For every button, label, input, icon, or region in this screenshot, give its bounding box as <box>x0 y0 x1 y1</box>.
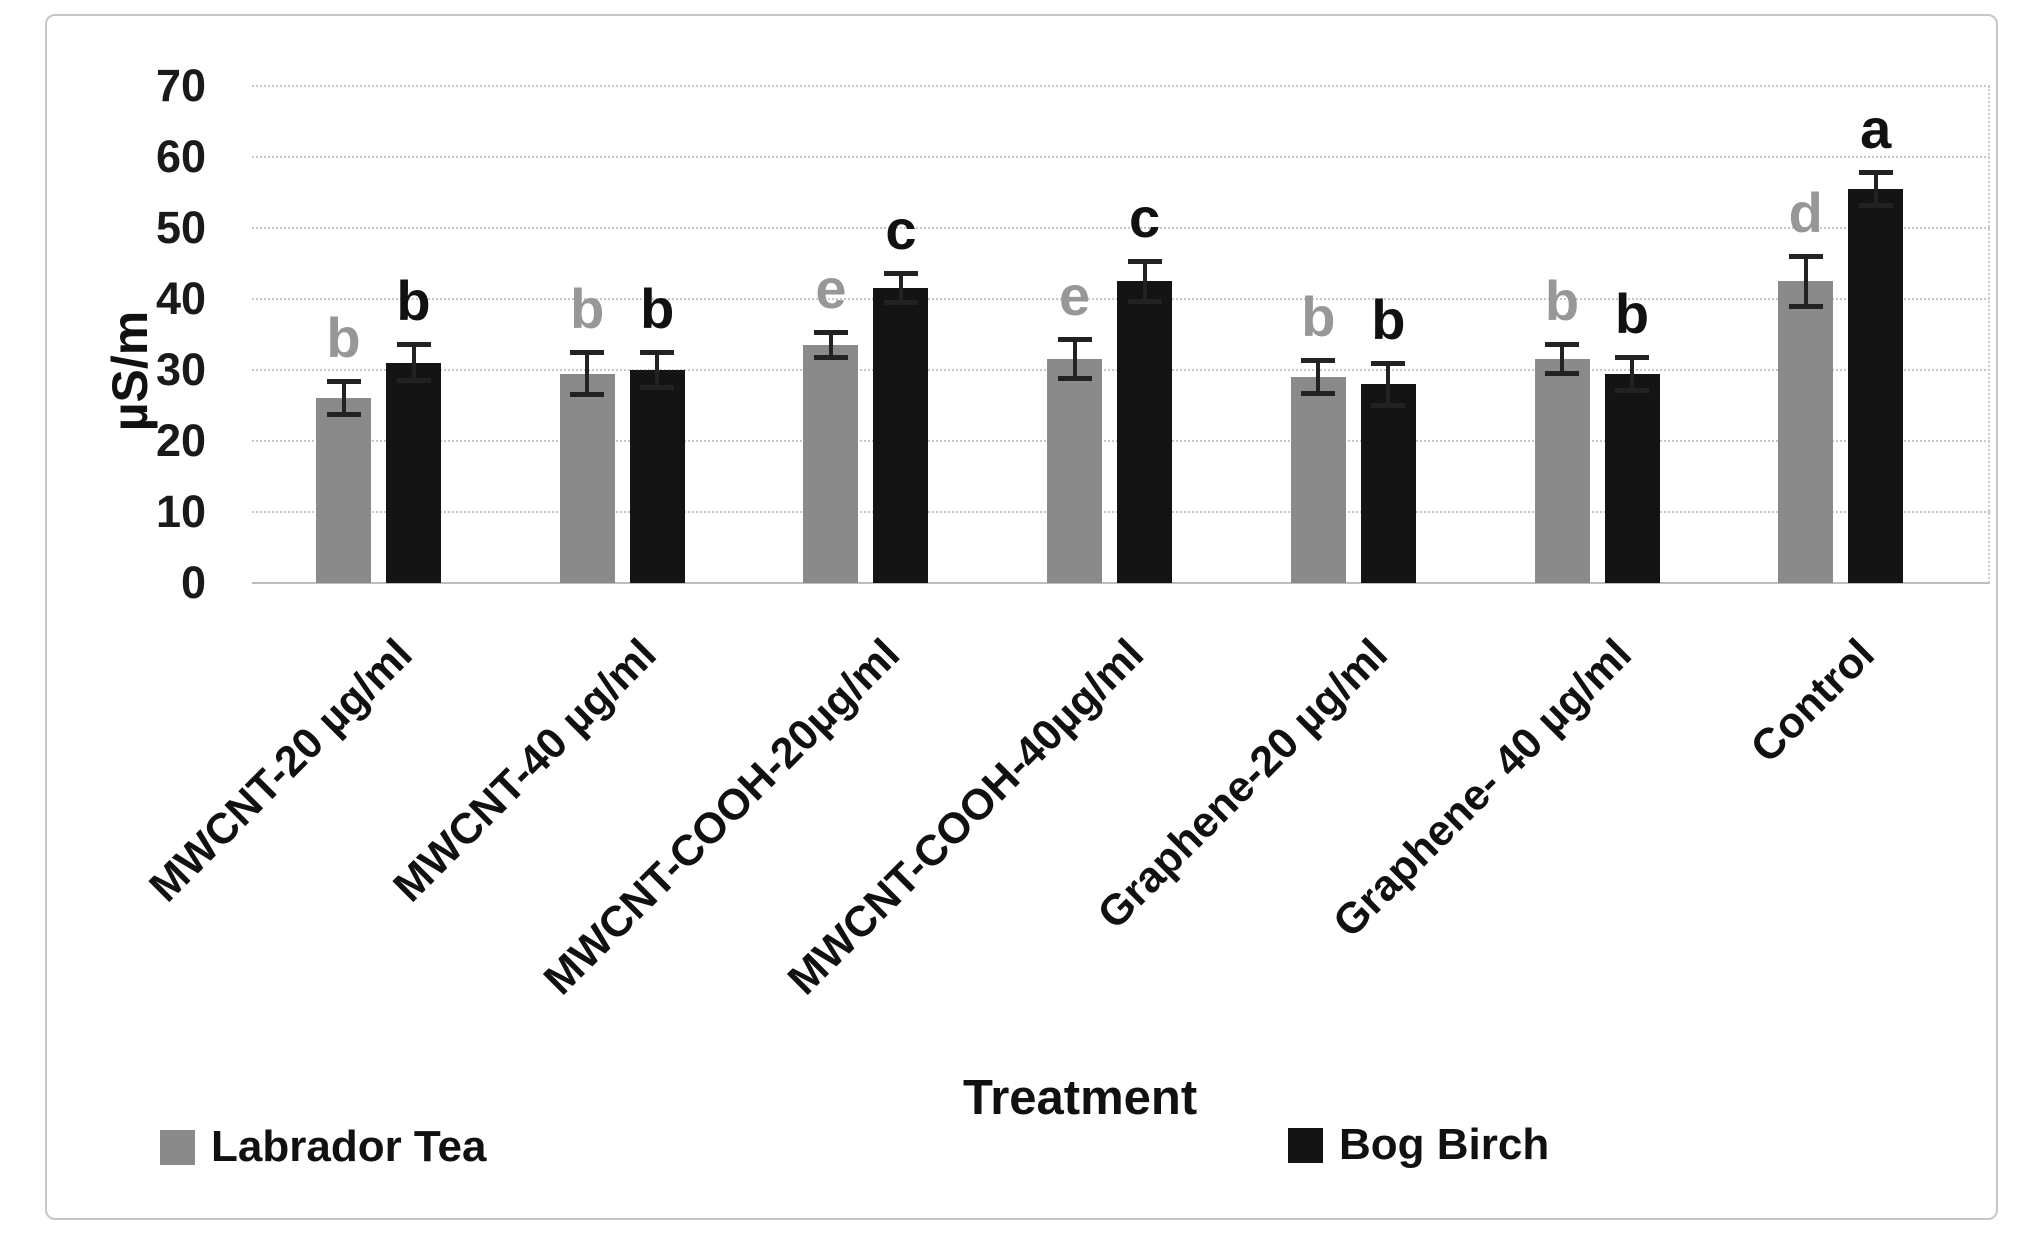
y-tick-label: 20 <box>155 415 206 466</box>
error-bar-cap-bottom <box>1615 387 1649 393</box>
bar-labrador-tea <box>316 398 371 583</box>
error-bar-whisker <box>341 381 346 416</box>
bar-bog-birch <box>873 288 929 583</box>
error-bar-whisker <box>655 351 660 389</box>
bar-labrador-tea <box>1047 359 1103 583</box>
error-bar-cap-bottom <box>1545 371 1579 377</box>
error-bar-cap-bottom <box>1301 391 1336 397</box>
error-bar-whisker <box>1803 255 1808 307</box>
plot-right-border <box>1988 86 1990 583</box>
sig-letter: b <box>570 277 605 341</box>
error-bar-cap-top <box>396 342 431 348</box>
error-bar-whisker <box>1560 344 1564 375</box>
error-bar-cap-bottom <box>326 412 361 418</box>
bar-bog-birch <box>1848 188 1904 583</box>
y-tick-label: 10 <box>155 486 206 537</box>
error-bar-whisker <box>1386 362 1391 406</box>
bar-bog-birch <box>629 370 685 583</box>
error-bar-cap-bottom <box>1371 402 1406 408</box>
error-bar-cap-bottom <box>813 354 848 360</box>
bar-labrador-tea <box>1534 359 1590 583</box>
sig-letter: e <box>1059 264 1091 328</box>
sig-letter: b <box>326 306 361 370</box>
error-bar-whisker <box>411 344 416 382</box>
error-bar-whisker <box>828 332 833 358</box>
error-bar-cap-top <box>326 379 361 385</box>
y-tick-label: 40 <box>155 273 206 324</box>
error-bar-cap-top <box>1545 342 1579 348</box>
error-bar-cap-bottom <box>1858 202 1893 208</box>
legend-label-bog-birch: Bog Birch <box>1339 1120 1550 1169</box>
error-bar-whisker <box>1873 171 1878 206</box>
error-bar-cap-top <box>1057 337 1092 343</box>
sig-letter: d <box>1788 180 1823 244</box>
error-bar-whisker <box>1072 339 1077 380</box>
error-bar-cap-bottom <box>570 391 605 397</box>
y-tick-label: 70 <box>155 60 206 111</box>
y-tick-label: 60 <box>155 131 206 182</box>
bar-labrador-tea <box>559 373 615 583</box>
legend-swatch-bog-birch <box>1288 1127 1323 1163</box>
error-bar-cap-bottom <box>1788 303 1823 309</box>
error-bar-cap-bottom <box>1057 376 1092 382</box>
sig-letter: b <box>1544 269 1580 333</box>
error-bar-whisker <box>1142 260 1147 302</box>
error-bar-cap-top <box>1371 360 1406 366</box>
error-bar-cap-top <box>1858 169 1893 175</box>
error-bar-whisker <box>898 273 903 304</box>
bar-labrador-tea <box>803 345 859 583</box>
bar-labrador-tea <box>1778 281 1834 583</box>
error-bar-whisker <box>1630 356 1634 391</box>
error-bar-cap-bottom <box>1127 298 1162 304</box>
gridline-70 <box>252 85 1990 87</box>
bar-labrador-tea <box>1290 377 1346 583</box>
figure-border <box>45 14 1998 1220</box>
bar-bog-birch <box>1117 281 1173 583</box>
error-bar-cap-top <box>1615 354 1649 360</box>
error-bar-whisker <box>1316 360 1321 395</box>
bar-bog-birch <box>1604 373 1660 583</box>
error-bar-cap-top <box>883 271 918 277</box>
legend-item-bog-birch: Bog Birch <box>1288 1120 1549 1170</box>
error-bar-cap-top <box>1788 253 1823 259</box>
error-bar-cap-bottom <box>640 385 675 391</box>
gridline-0 <box>252 582 1990 584</box>
sig-letter: a <box>1860 96 1892 160</box>
error-bar-cap-top <box>640 349 675 355</box>
sig-letter: c <box>1129 185 1161 249</box>
error-bar-cap-top <box>1127 258 1162 264</box>
sig-letter: b <box>1301 285 1336 349</box>
sig-letter: b <box>1614 281 1650 345</box>
sig-letter: b <box>640 276 675 340</box>
y-tick-label: 30 <box>155 344 206 395</box>
legend-item-labrador-tea: Labrador Tea <box>160 1122 486 1172</box>
sig-letter: b <box>1371 287 1406 351</box>
error-bar-cap-top <box>1301 358 1336 364</box>
bar-bog-birch <box>386 362 441 583</box>
error-bar-cap-top <box>813 330 848 336</box>
error-bar-cap-top <box>570 350 605 356</box>
gridline-50 <box>252 227 1990 229</box>
error-bar-cap-bottom <box>396 378 431 384</box>
y-tick-label: 50 <box>155 202 206 253</box>
sig-letter: c <box>885 198 917 262</box>
y-axis-title: µS/m <box>102 310 158 432</box>
bar-bog-birch <box>1360 384 1416 583</box>
sig-letter: b <box>396 269 431 333</box>
sig-letter: e <box>815 257 847 321</box>
y-tick-label: 0 <box>180 557 206 608</box>
gridline-60 <box>252 156 1990 158</box>
legend-label-labrador-tea: Labrador Tea <box>211 1122 487 1171</box>
error-bar-cap-bottom <box>883 300 918 306</box>
legend-swatch-labrador-tea <box>160 1129 195 1165</box>
error-bar-whisker <box>585 352 590 395</box>
x-axis-title: Treatment <box>963 1071 1198 1125</box>
